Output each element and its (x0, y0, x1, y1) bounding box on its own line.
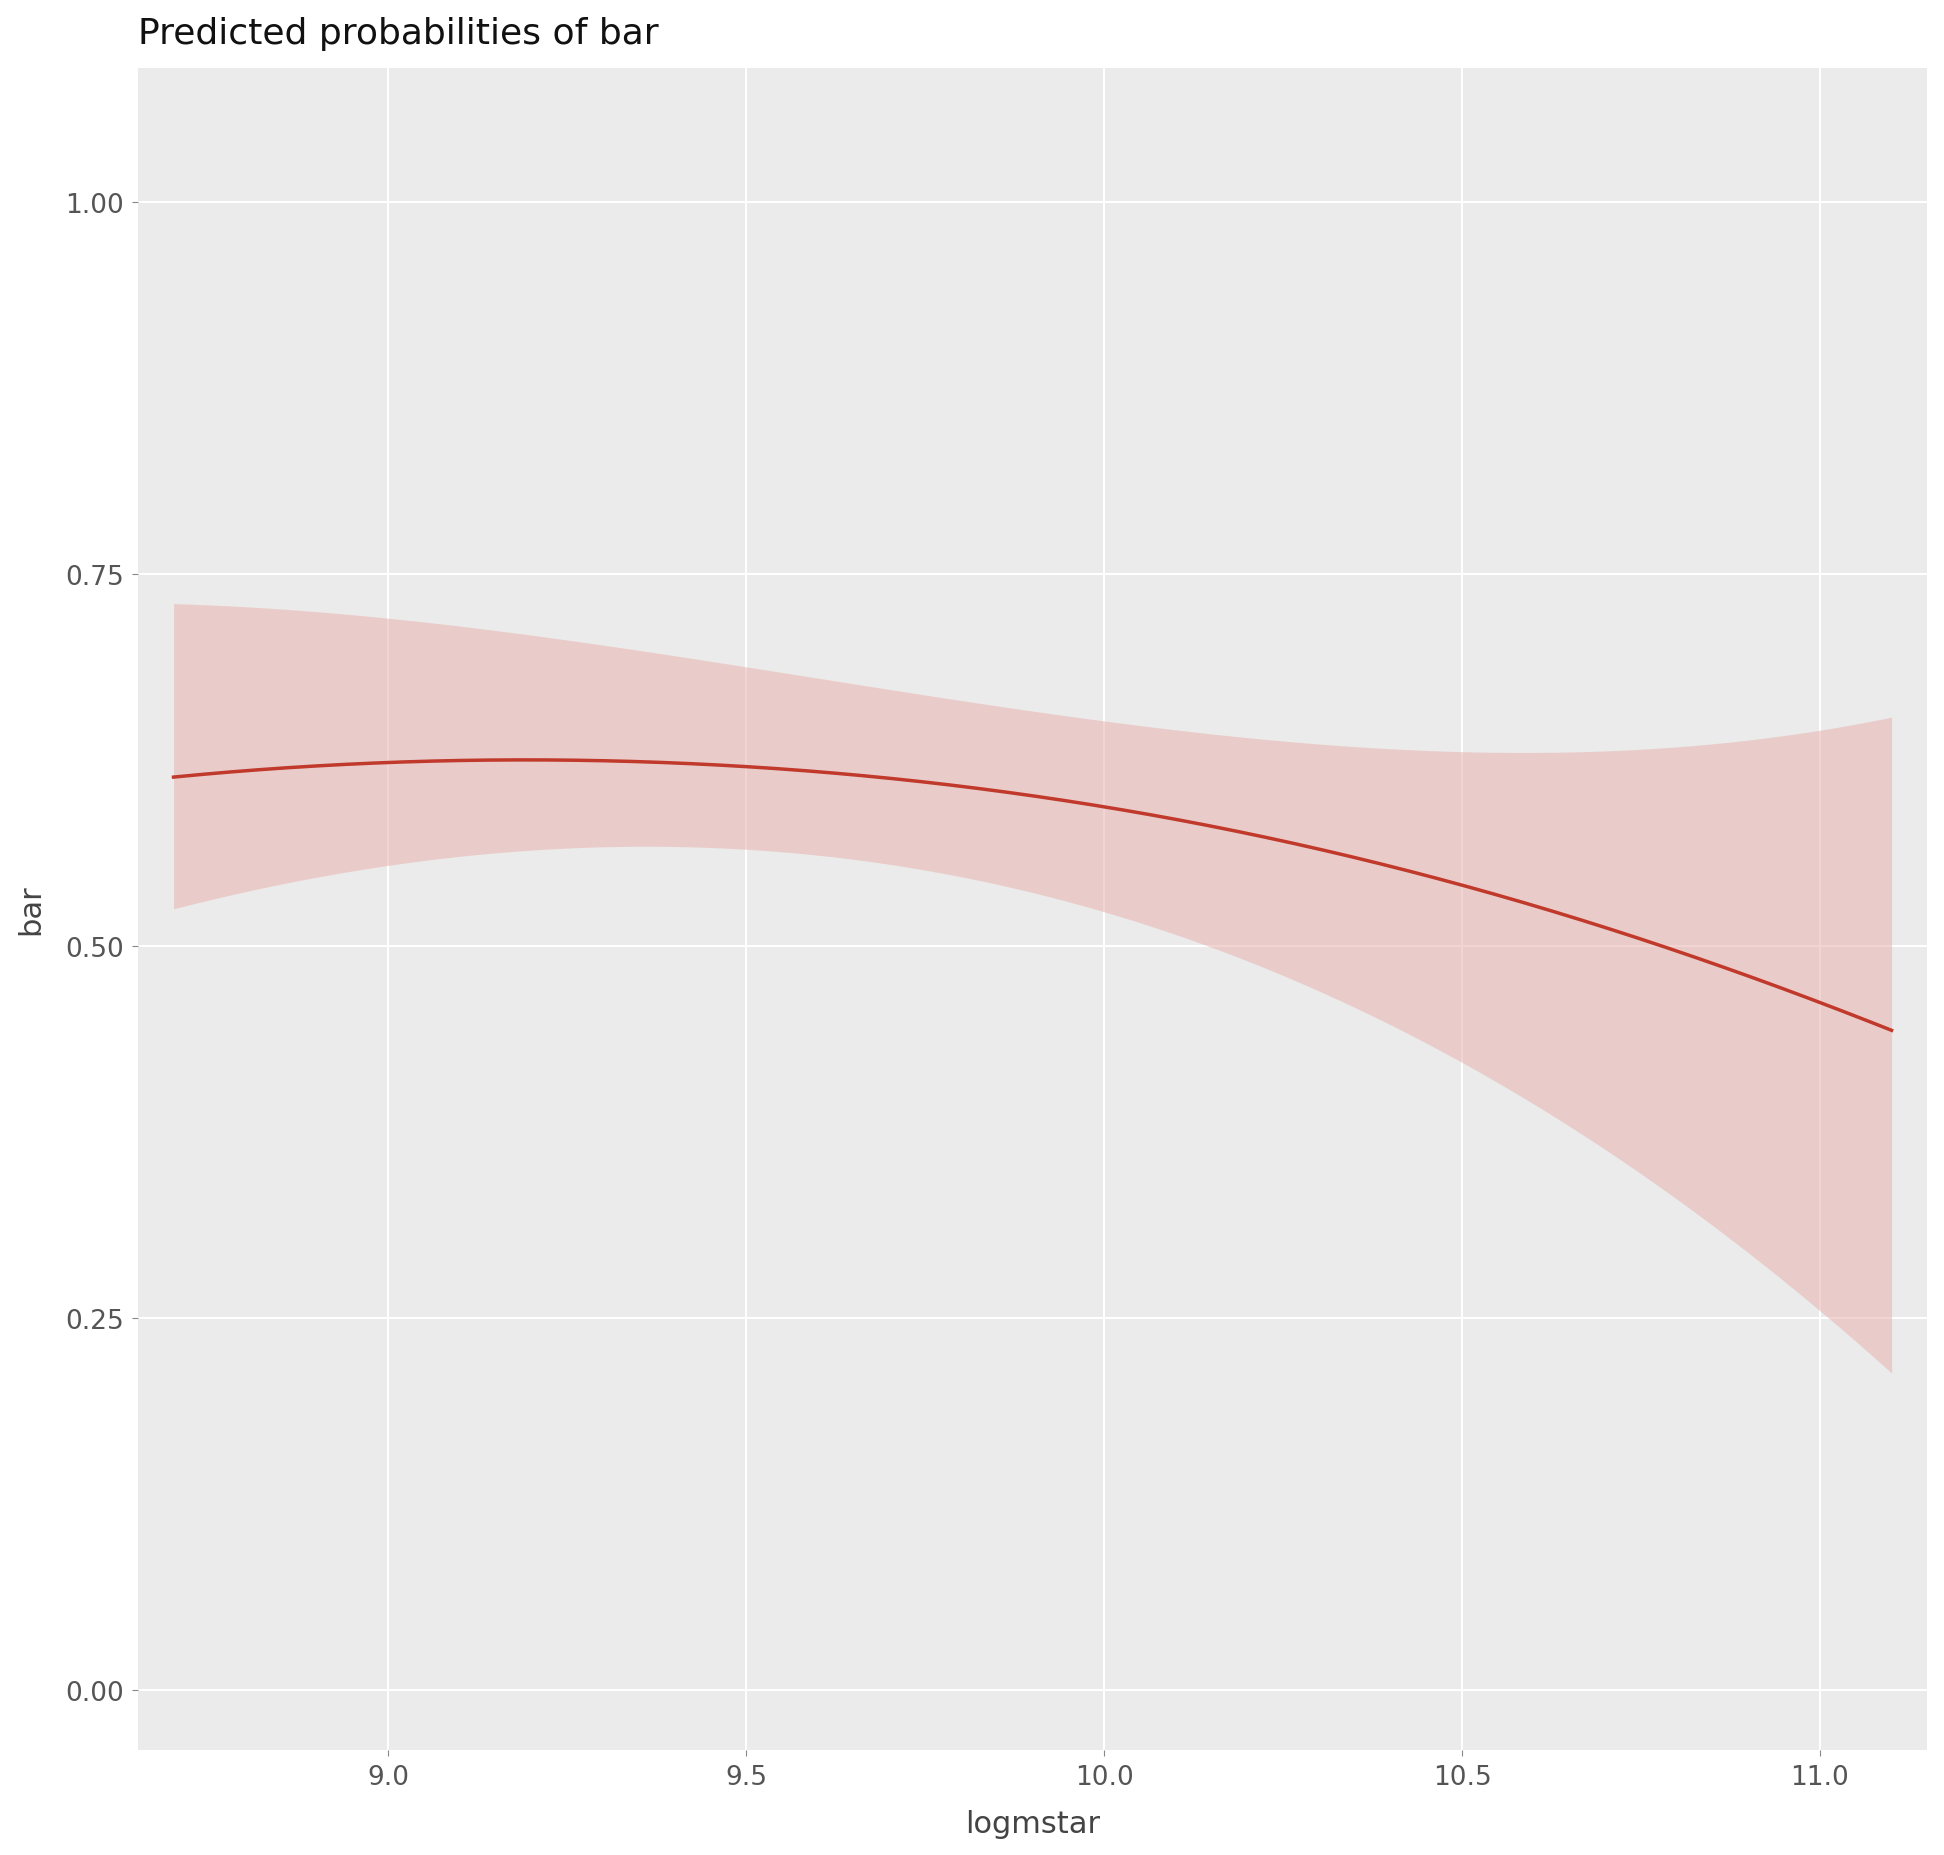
Y-axis label: bar: bar (17, 885, 45, 935)
Text: Predicted probabilities of bar: Predicted probabilities of bar (138, 17, 659, 50)
X-axis label: logmstar: logmstar (964, 1809, 1100, 1838)
